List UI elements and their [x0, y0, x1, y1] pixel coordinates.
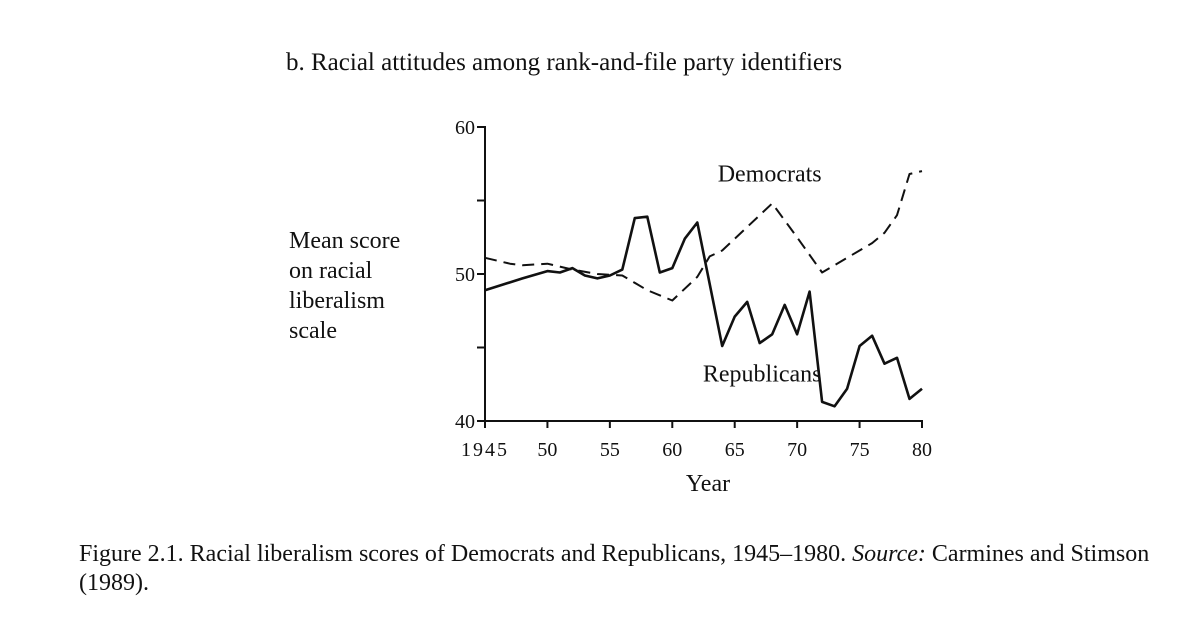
caption-text: Figure 2.1. Racial liberalism scores of …: [79, 541, 853, 567]
chart-series: [484, 170, 923, 408]
x-tick-label: 50: [537, 439, 557, 461]
chart-annotations: Democrats Republicans: [703, 161, 822, 387]
x-tick-label: 1945: [461, 439, 509, 461]
figure-caption: Figure 2.1. Racial liberalism scores of …: [79, 540, 1169, 598]
y-axis-label-line: scale: [289, 318, 337, 344]
series-label-republicans: Republicans: [703, 361, 822, 387]
caption-source-text: Carmines and Stimson (1989).: [79, 541, 1150, 596]
y-axis-label-line: on racial: [289, 258, 373, 284]
series-label-democrats: Democrats: [718, 161, 822, 187]
series-line-democrats: [484, 170, 923, 302]
y-tick-label: 40: [455, 411, 475, 433]
x-tick-label: 75: [850, 439, 870, 461]
x-tick-label: 70: [787, 439, 807, 461]
x-axis-label: Year: [686, 471, 730, 497]
x-tick-label: 65: [725, 439, 745, 461]
x-tick-label: 80: [912, 439, 932, 461]
y-tick-label: 50: [455, 264, 475, 286]
series-line-republicans: [484, 215, 923, 408]
caption-source-label: Source:: [852, 541, 926, 567]
x-tick-label: 55: [600, 439, 620, 461]
y-axis-label-line: Mean score: [289, 228, 401, 254]
y-tick-label: 60: [455, 117, 475, 139]
chart-subtitle: b. Racial attitudes among rank-and-file …: [286, 49, 843, 76]
y-axis-label-line: liberalism: [289, 288, 385, 314]
y-axis-label: Mean score on racial liberalism scale: [289, 226, 400, 346]
chart-axes: 40 50 60 1945 50 55 60 65 70 75 80: [455, 117, 932, 461]
x-tick-label: 60: [662, 439, 682, 461]
